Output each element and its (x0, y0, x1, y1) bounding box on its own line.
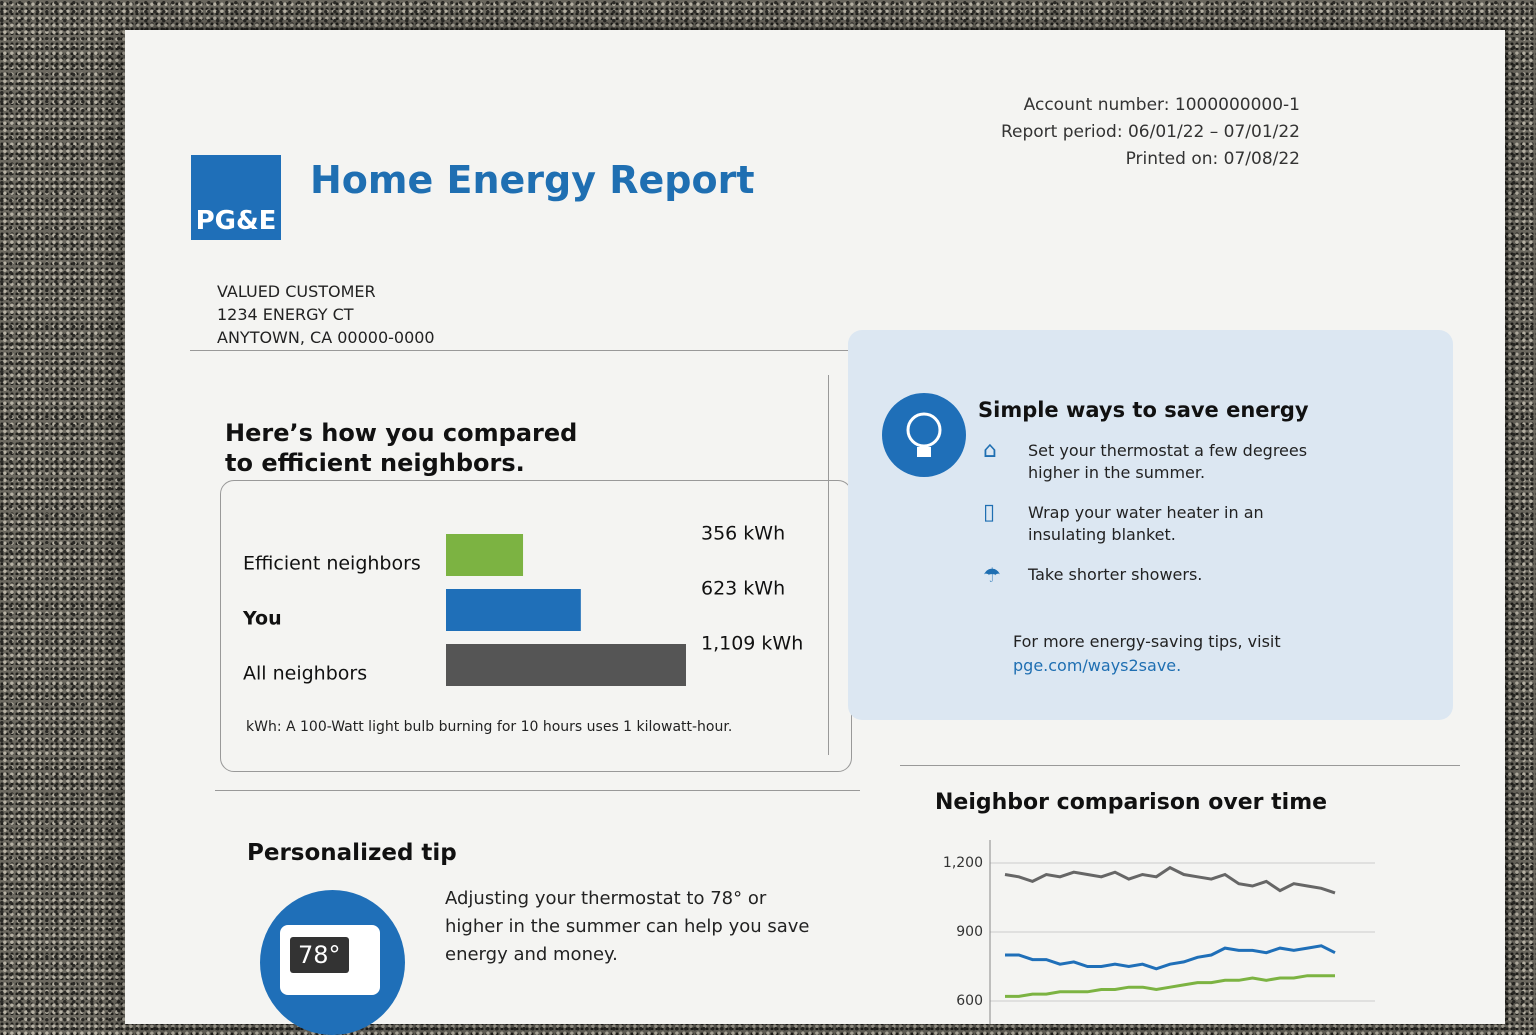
address: VALUED CUSTOMER 1234 ENERGY CT ANYTOWN, … (217, 280, 435, 349)
tip-text: Wrap your water heater in an insulating … (1028, 503, 1264, 544)
logo: PG&E (191, 155, 281, 240)
divider (190, 350, 1345, 351)
line-series (1005, 974, 1335, 998)
paper: PG&E Home Energy Report Account number: … (125, 30, 1505, 1035)
thermostat-body: 78° (280, 925, 380, 995)
bar-value: 623 kWh (701, 578, 785, 600)
account-info: Account number: 1000000000-1 Report peri… (1001, 92, 1300, 173)
line-chart: 600 900 1,200 (943, 840, 1375, 1024)
tip: ▯ Wrap your water heater in an insulating… (983, 502, 1323, 546)
link[interactable]: pge.com/ways2save. (1013, 656, 1182, 675)
bar-chart: Efficient neighbors 356 kWh You 623 kWh All … (242, 523, 803, 686)
bar-label: All neighbors (243, 663, 367, 685)
bar (446, 644, 686, 686)
bar-label: You (242, 608, 282, 630)
bulb-icon (882, 393, 966, 477)
y-tick-label: 600 (956, 993, 983, 1009)
y-tick-label: 1,200 (943, 855, 983, 871)
line-series (1005, 944, 1336, 971)
y-tick-label: 900 (956, 924, 983, 940)
tips-list: ⌂ Set your thermostat a few degrees highe… (983, 440, 1323, 587)
printed: Printed on: 07/08/22 (1125, 149, 1300, 169)
tips-title: Simple ways to save energy (978, 398, 1309, 422)
tips-more: For more energy-saving tips, visit pge.c… (1013, 630, 1281, 678)
personal-title: Personalized tip (247, 840, 457, 866)
bar-value: 1,109 kWh (701, 633, 803, 655)
tip: ⌂ Set your thermostat a few degrees highe… (983, 440, 1323, 484)
address-line: VALUED CUSTOMER (217, 282, 376, 301)
bar (446, 534, 524, 576)
bar-label: Efficient neighbors (243, 553, 421, 575)
account: Account number: 1000000000-1 (1023, 95, 1300, 115)
divider (215, 790, 860, 791)
tip-text: Set your thermostat a few degrees higher… (1028, 441, 1308, 482)
tip: ☂ Take shorter showers. (983, 564, 1323, 586)
title: Home Energy Report (310, 158, 755, 202)
bar-value: 356 kWh (701, 523, 785, 545)
shower-icon: ☂ (983, 563, 1001, 587)
period: Report period: 06/01/22 – 07/01/22 (1000, 122, 1300, 142)
divider (828, 375, 829, 755)
tip-text: Take shorter showers. (1028, 565, 1203, 584)
address-line: ANYTOWN, CA 00000-0000 (217, 328, 435, 347)
line-series (1004, 865, 1336, 895)
heater-icon: ▯ (983, 500, 996, 525)
bar (446, 589, 581, 631)
personal-text: Adjusting your thermostat to 78° or high… (445, 888, 810, 965)
address-line: 1234 ENERGY CT (217, 305, 354, 324)
house-icon: ⌂ (983, 438, 997, 463)
line-title: Neighbor comparison over time (935, 790, 1328, 815)
divider (900, 765, 1460, 766)
thermostat-display: 78° (290, 937, 349, 973)
more-text: For more energy-saving tips, visit (1013, 632, 1281, 651)
thermostat-icon: 78° (260, 890, 405, 1035)
tips-box: Simple ways to save energy ⌂ Set your the… (848, 330, 1453, 720)
compare-title: Here’s how you compared to efficient nei… (225, 419, 578, 477)
compare-note: kWh: A 100-Watt light bulb burning for 1… (246, 719, 733, 735)
compare-box: Efficient neighbors 356 kWh You 623 kWh All … (220, 480, 852, 772)
